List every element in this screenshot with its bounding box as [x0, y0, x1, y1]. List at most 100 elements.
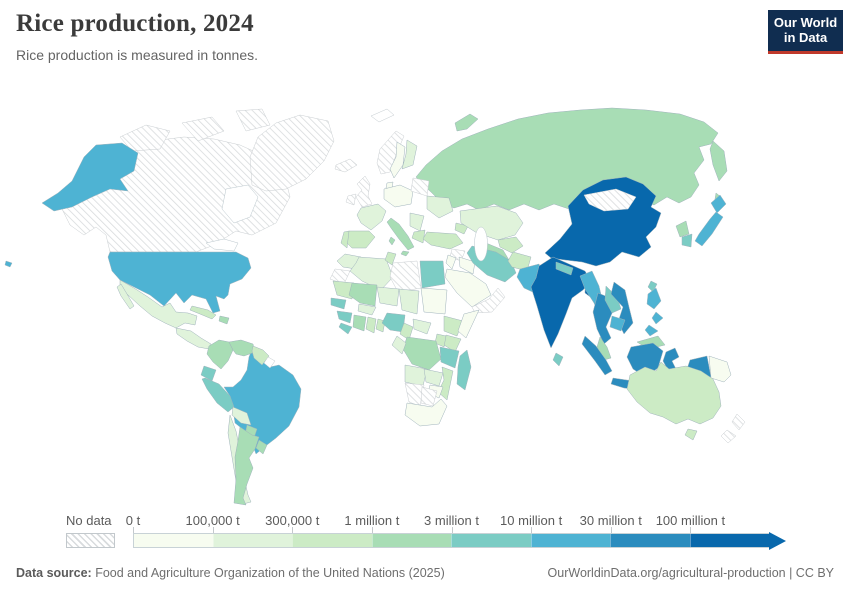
map-region-nigeria[interactable] [381, 312, 406, 333]
map-region-japan[interactable] [710, 194, 727, 214]
map-region-tanzania[interactable] [439, 346, 460, 369]
map-region-uruguay[interactable] [255, 439, 268, 455]
map-region-vietnam[interactable] [610, 281, 634, 335]
legend-segment-300-000-t[interactable] [292, 534, 372, 547]
map-region-canada[interactable] [235, 108, 271, 132]
map-region-french-guiana[interactable] [263, 356, 276, 369]
map-region-sierra-leone-liberia[interactable] [338, 322, 353, 335]
map-region-greece[interactable] [411, 229, 426, 244]
map-region-mexico[interactable] [119, 279, 198, 329]
map-region-italy[interactable] [388, 236, 396, 246]
map-region-bolivia[interactable] [231, 406, 252, 426]
map-region-senegal[interactable] [330, 297, 347, 310]
map-region-papua-new-guinea[interactable] [708, 355, 732, 383]
legend-segment-100-million-t[interactable] [689, 534, 769, 547]
map-region-new-zealand[interactable] [731, 413, 746, 431]
map-region-south-africa[interactable] [404, 398, 448, 427]
map-region-canada[interactable] [181, 116, 225, 142]
map-region-niger[interactable] [376, 286, 400, 307]
legend-segment-3-million-t[interactable] [451, 534, 531, 547]
map-region-zambia[interactable] [423, 368, 444, 387]
map-region-iraq[interactable] [458, 256, 476, 275]
map-region-mozambique[interactable] [437, 366, 454, 401]
map-region-balkans[interactable] [409, 212, 425, 232]
legend-segment-30-million-t[interactable] [610, 534, 690, 547]
map-region-central-europe[interactable] [383, 184, 414, 208]
map-region-mongolia[interactable] [583, 188, 637, 212]
map-region-malaysia[interactable] [596, 336, 612, 361]
map-region-mexico[interactable] [116, 283, 135, 310]
map-region-haiti-dominican-rep[interactable] [218, 315, 230, 325]
map-region-australia[interactable] [626, 361, 722, 425]
legend-color-bar[interactable] [133, 533, 770, 548]
map-region-philippines[interactable] [644, 324, 659, 337]
map-region-united-states[interactable] [4, 260, 13, 268]
map-region-iceland[interactable] [334, 158, 358, 173]
map-region-burkina-faso[interactable] [357, 303, 377, 316]
map-region-india[interactable] [530, 256, 592, 349]
map-region-united-states[interactable] [41, 142, 139, 212]
map-region-south-korea[interactable] [681, 233, 693, 248]
map-region-ukraine[interactable] [426, 195, 454, 219]
map-region-jordan[interactable] [445, 254, 457, 270]
map-region-tunisia[interactable] [384, 251, 397, 266]
world-map[interactable] [0, 85, 850, 510]
map-region-somalia[interactable] [457, 309, 480, 339]
map-region-philippines[interactable] [646, 287, 662, 310]
map-region-ivory-coast[interactable] [352, 314, 367, 332]
map-region-central-america[interactable] [175, 327, 212, 350]
map-region-uganda[interactable] [434, 333, 447, 348]
map-region-svalbard[interactable] [370, 108, 395, 123]
map-region-dr-congo[interactable] [402, 336, 442, 371]
map-region-sweden[interactable] [389, 141, 406, 179]
map-region-united-kingdom[interactable] [355, 175, 373, 208]
map-region-finland[interactable] [401, 139, 418, 170]
map-region-indonesia[interactable] [662, 347, 680, 372]
map-region-greenland[interactable] [249, 114, 335, 192]
map-region-united-states[interactable] [107, 251, 252, 314]
map-region-egypt[interactable] [419, 260, 446, 289]
map-region-portugal[interactable] [340, 230, 350, 249]
owid-logo[interactable]: Our World in Data [768, 10, 843, 54]
map-region-nepal[interactable] [555, 261, 574, 276]
map-region-argentina[interactable] [233, 426, 260, 506]
map-region-russia[interactable] [709, 140, 728, 182]
map-region-congo-gabon[interactable] [391, 335, 407, 355]
map-region-ireland[interactable] [345, 193, 357, 206]
map-region-italy[interactable] [386, 217, 415, 251]
legend-segment-100-000-t[interactable] [212, 534, 292, 547]
map-region-kazakhstan[interactable] [459, 205, 524, 241]
map-region-japan[interactable] [694, 211, 724, 247]
map-region-philippines[interactable] [651, 311, 664, 325]
map-region-uzbekistan[interactable] [497, 236, 524, 254]
map-region-cuba[interactable] [189, 305, 217, 320]
map-region-north-korea[interactable] [675, 220, 690, 238]
map-region-afghanistan[interactable] [507, 251, 532, 272]
map-region-new-zealand[interactable] [720, 429, 737, 444]
map-region-peru[interactable] [201, 377, 235, 413]
map-region-cambodia[interactable] [609, 315, 626, 332]
map-region-guyana-suriname[interactable] [251, 345, 270, 366]
legend-segment-0-t[interactable] [134, 534, 213, 547]
map-region-guinea[interactable] [336, 310, 353, 324]
map-region-mali[interactable] [348, 282, 378, 307]
map-region-turkey[interactable] [422, 231, 464, 250]
map-region-sudan[interactable] [420, 287, 448, 315]
legend-segment-1-million-t[interactable] [371, 534, 451, 547]
map-region-saudi-arabia[interactable] [444, 268, 492, 308]
map-region-australia[interactable] [684, 428, 698, 441]
map-region-russia[interactable] [454, 113, 479, 132]
legend-segment-10-million-t[interactable] [530, 534, 610, 547]
map-region-mauritania[interactable] [332, 280, 355, 300]
legend-no-data-swatch[interactable] [66, 533, 115, 548]
map-region-italy[interactable] [400, 250, 410, 257]
map-region-belarus-baltics[interactable] [410, 177, 430, 197]
map-region-colombia[interactable] [206, 339, 234, 370]
map-region-central-african-republic[interactable] [412, 318, 432, 335]
map-region-ghana[interactable] [365, 316, 377, 334]
map-region-indonesia[interactable] [581, 335, 613, 376]
map-region-madagascar[interactable] [456, 349, 472, 391]
footer-link[interactable]: OurWorldinData.org/agricultural-producti… [547, 566, 834, 580]
map-region-venezuela[interactable] [228, 339, 256, 357]
map-region-libya[interactable] [389, 260, 422, 293]
